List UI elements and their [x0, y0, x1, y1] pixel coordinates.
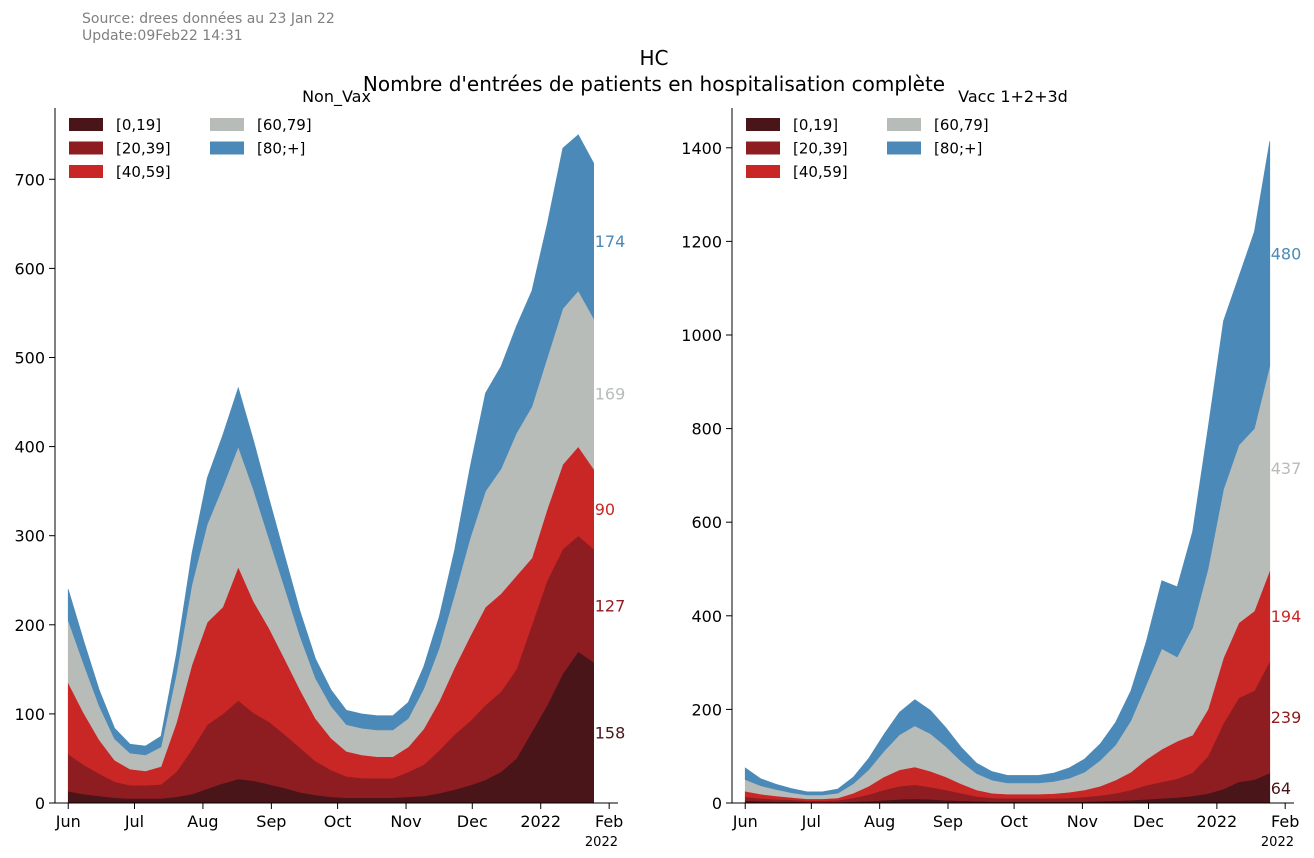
area-layers	[744, 141, 1271, 804]
legend-label-40-59: [40,59]	[116, 163, 171, 181]
x-tick-label: Jul	[801, 812, 821, 831]
x-tick-label: Feb	[1271, 812, 1299, 831]
x-tick-label: Aug	[864, 812, 895, 831]
y-tick-label: 700	[14, 170, 45, 189]
y-tick-label: 1200	[681, 232, 722, 251]
legend-swatch-60-79	[210, 118, 244, 131]
y-tick-label: 200	[691, 700, 722, 719]
area-layers	[67, 134, 594, 804]
y-tick-label: 1400	[681, 139, 722, 158]
x-tick-label: Aug	[187, 812, 218, 831]
update-note: Update:09Feb22 14:31	[82, 28, 243, 44]
x-tick-label: 2022	[520, 812, 561, 831]
end-label-0-19: 158	[595, 724, 626, 743]
panel-title: Vacc 1+2+3d	[958, 87, 1068, 106]
x-tick-label: Sep	[256, 812, 286, 831]
legend-swatch-0-19	[69, 118, 103, 131]
legend-label-80: [80;+]	[257, 140, 305, 158]
panel-title: Non_Vax	[302, 87, 371, 107]
legend-label-0-19: [0,19]	[116, 116, 161, 134]
x-tick-label: Jun	[55, 812, 81, 831]
legend-swatch-20-39	[746, 141, 780, 155]
end-label-40-59: 90	[595, 500, 615, 519]
legend-swatch-0-19	[746, 118, 780, 131]
legend-label-0-19: [0,19]	[793, 116, 838, 134]
legend-label-60-79: [60,79]	[257, 116, 312, 134]
x-tick-label: Jun	[732, 812, 758, 831]
legend-swatch-40-59	[69, 165, 103, 178]
end-label-60-79: 437	[1271, 459, 1302, 478]
legend-label-20-39: [20,39]	[793, 140, 848, 158]
area-80	[744, 141, 1271, 796]
chart-non-vax: 0 100 200 300 400 500 600 700 Jun Jul Aug Sep Oct Nov…	[14, 87, 625, 850]
figure-title: HC	[639, 46, 668, 70]
end-label-40-59: 194	[1271, 607, 1302, 626]
source-note: Source: drees données au 23 Jan 22	[82, 11, 335, 27]
legend: [0,19] [20,39] [40,59] [60,79] [80;+]	[69, 116, 312, 181]
legend-swatch-60-79	[887, 118, 921, 131]
x-tick-label: Sep	[933, 812, 963, 831]
x-tick-label: 2022	[1197, 812, 1238, 831]
legend-label-40-59: [40,59]	[793, 163, 848, 181]
end-label-80: 480	[1271, 245, 1302, 264]
end-label-0-19: 64	[1271, 779, 1291, 798]
end-label-20-39: 239	[1271, 708, 1302, 727]
x-tick-label: Oct	[1000, 812, 1028, 831]
x-tick-label: Nov	[390, 812, 421, 831]
area-80	[67, 134, 594, 756]
x-tick-label: Oct	[324, 812, 352, 831]
figure-subtitle: Nombre d'entrées de patients en hospital…	[363, 72, 945, 96]
y-tick-label: 600	[14, 259, 45, 278]
x-tick-label: Jul	[124, 812, 144, 831]
x-offset-label: 2022	[585, 835, 618, 850]
y-tick-label: 500	[14, 348, 45, 367]
y-tick-label: 800	[691, 420, 722, 439]
x-tick-label: Feb	[595, 812, 623, 831]
chart-vacc: 0 200 400 600 800 1000 1200 1400 Jun Jul Aug Sep Oct…	[681, 87, 1301, 850]
end-label-20-39: 127	[595, 597, 626, 616]
x-tick-label: Nov	[1067, 812, 1098, 831]
y-tick-label: 400	[14, 438, 45, 457]
y-tick-label: 400	[691, 607, 722, 626]
legend-swatch-80	[210, 141, 244, 155]
legend-label-60-79: [60,79]	[934, 116, 989, 134]
legend-swatch-80	[887, 141, 921, 155]
end-label-60-79: 169	[595, 385, 626, 404]
legend-swatch-40-59	[746, 165, 780, 178]
x-tick-label: Dec	[457, 812, 488, 831]
legend-swatch-20-39	[69, 141, 103, 155]
y-tick-label: 300	[14, 527, 45, 546]
end-label-80: 174	[595, 232, 626, 251]
legend-label-80: [80;+]	[934, 140, 982, 158]
x-tick-label: Dec	[1133, 812, 1164, 831]
x-offset-label: 2022	[1261, 835, 1294, 850]
y-tick-label: 0	[35, 794, 45, 813]
y-tick-label: 1000	[681, 326, 722, 345]
legend-label-20-39: [20,39]	[116, 140, 171, 158]
y-tick-label: 600	[691, 513, 722, 532]
y-tick-label: 200	[14, 616, 45, 635]
legend: [0,19] [20,39] [40,59] [60,79] [80;+]	[746, 116, 989, 181]
y-tick-label: 0	[712, 794, 722, 813]
y-tick-label: 100	[14, 705, 45, 724]
